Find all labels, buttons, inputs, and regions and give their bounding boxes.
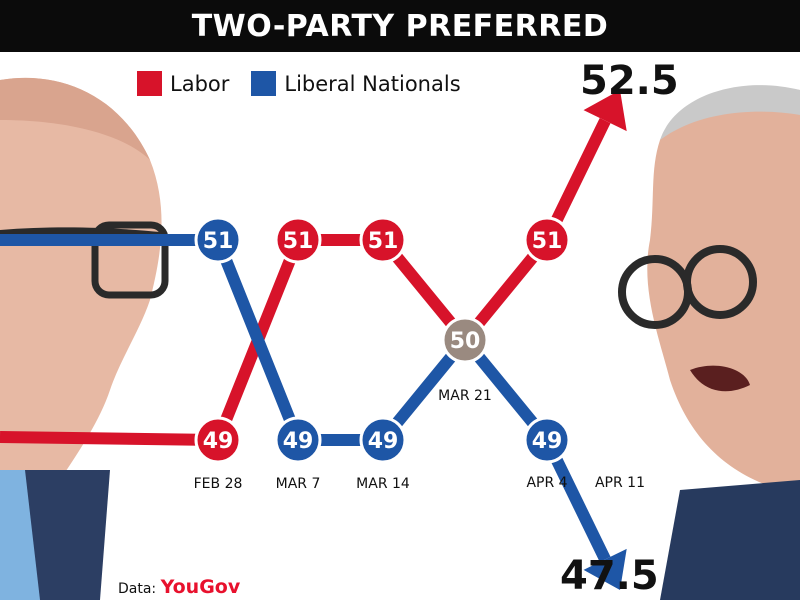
- x-tick-label-4: APR 4: [526, 475, 567, 491]
- legend-label-labor: Labor: [170, 71, 230, 96]
- data-label-coalition-2-circle: [359, 416, 407, 464]
- x-tick-label-0: FEB 28: [194, 476, 243, 492]
- data-label-coalition-4: 49: [523, 416, 571, 464]
- data-label-coalition-1-value: 49: [283, 429, 314, 454]
- credit-prefix: Data:: [118, 581, 157, 597]
- data-label-labor-4-circle: [523, 216, 571, 264]
- chart-title: TWO-PARTY PREFERRED: [0, 0, 800, 52]
- data-label-coalition-2-value: 49: [368, 429, 399, 454]
- right-portrait: [618, 85, 800, 600]
- data-label-labor-0-circle: [194, 416, 242, 464]
- data-label-tie-3-value: 50: [450, 329, 481, 354]
- legend-item-labor: Labor: [137, 71, 229, 96]
- credit-source: YouGov: [160, 576, 241, 598]
- data-label-tie-3: 50: [441, 316, 489, 364]
- x-tick-label-1: MAR 7: [276, 476, 321, 492]
- data-label-labor-2-circle: [359, 216, 407, 264]
- data-label-coalition-4-circle: [523, 416, 571, 464]
- marker-layer: 49 51 51 49 51 49 50 51 49: [194, 216, 571, 464]
- data-label-tie-3-circle: [441, 316, 489, 364]
- data-label-labor-4: 51: [523, 216, 571, 264]
- x-tick-label-2: MAR 14: [356, 476, 410, 492]
- data-label-coalition-0-circle: [194, 216, 242, 264]
- labor-arrow-head: [583, 90, 627, 132]
- data-label-labor-4-value: 51: [532, 229, 563, 254]
- data-label-coalition-1-circle: [274, 416, 322, 464]
- data-label-labor-1: 51: [274, 216, 322, 264]
- coalition-arrow-head: [583, 548, 627, 590]
- data-label-coalition-0-value: 51: [203, 229, 234, 254]
- final-label-labor: 52.5: [580, 58, 679, 104]
- left-portrait: [0, 77, 169, 600]
- data-credit: Data: YouGov: [118, 576, 240, 598]
- x-axis-labels: FEB 28 MAR 7 MAR 14 MAR 21 APR 4 APR 11: [194, 388, 645, 492]
- data-label-coalition-2: 49: [359, 416, 407, 464]
- data-label-labor-0: 49: [194, 416, 242, 464]
- x-tick-label-5: APR 11: [595, 475, 645, 491]
- data-label-labor-2-value: 51: [368, 229, 399, 254]
- x-tick-label-3: MAR 21: [438, 388, 492, 404]
- data-label-labor-2: 51: [359, 216, 407, 264]
- legend-item-liberal-nationals: Liberal Nationals: [251, 71, 461, 96]
- data-label-coalition-4-value: 49: [532, 429, 563, 454]
- data-label-labor-1-circle: [274, 216, 322, 264]
- data-label-labor-0-value: 49: [203, 429, 234, 454]
- data-label-coalition-0: 51: [194, 216, 242, 264]
- final-label-coalition: 47.5: [560, 553, 659, 599]
- legend-label-liberal-nationals: Liberal Nationals: [284, 71, 461, 96]
- legend-swatch-liberal-nationals: [251, 71, 277, 96]
- legend: Labor Liberal Nationals: [137, 71, 483, 96]
- data-label-coalition-1: 49: [274, 416, 322, 464]
- legend-swatch-labor: [137, 71, 162, 96]
- data-label-labor-1-value: 51: [283, 229, 314, 254]
